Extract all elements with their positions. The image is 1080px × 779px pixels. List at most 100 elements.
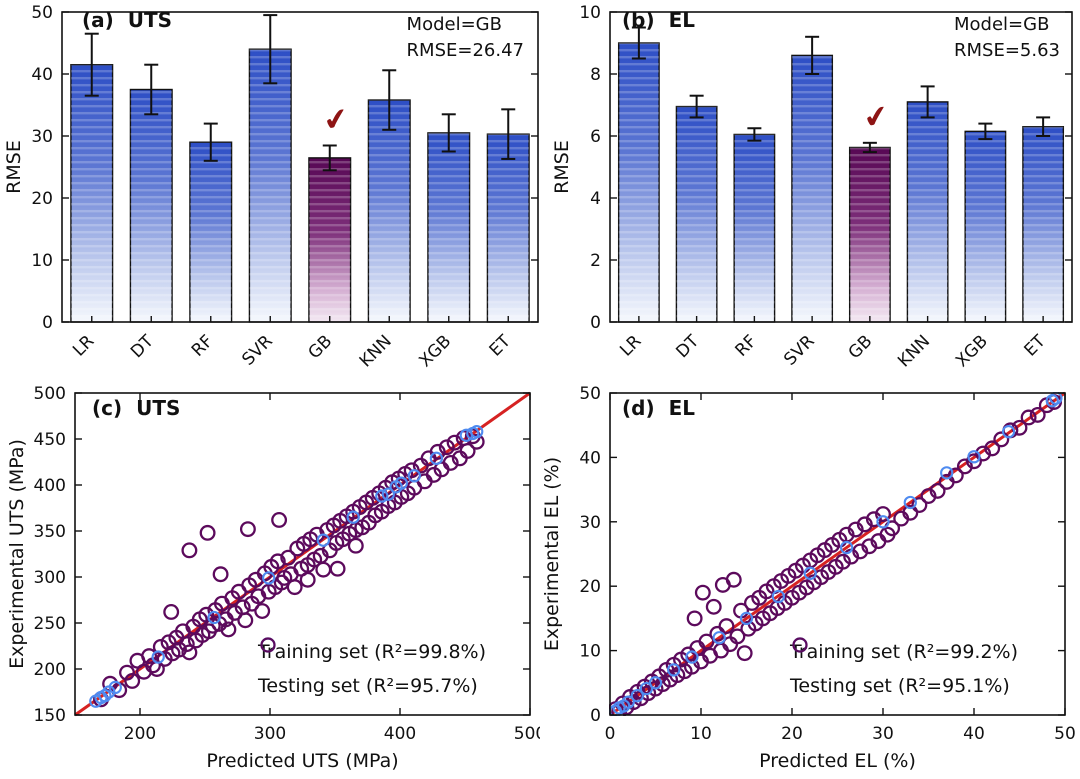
y-tick-label: 20	[31, 189, 53, 209]
scatter-point	[884, 520, 901, 537]
scatter-point	[207, 610, 221, 625]
bar-stripe-overlay	[849, 147, 891, 322]
legend-item-testing: Testing set (R²=95.1%)	[790, 637, 1018, 697]
panel-b-el-rmse-bar-chart: 0 2 4 6 8 10 LR DT RF SVR GB KNN XGB ET RMSE ✔ (b) EL Mo…	[540, 0, 1080, 380]
annotation-rmse-line: RMSE=5.63	[954, 40, 1060, 62]
scatter-point	[299, 571, 316, 588]
scatter-uts-svg: 150 200 250 300 350 400 450 500 200 300 400 500 Pred…	[6, 384, 540, 772]
scatter-point	[254, 603, 271, 619]
bar-stripe-overlay	[618, 43, 660, 322]
x-tick-label: GB	[305, 331, 337, 363]
x-tick-label: DT	[127, 331, 158, 362]
scatter-point	[271, 512, 288, 528]
bar-stripe-overlay	[189, 142, 232, 322]
panel-b-title: (b) EL	[622, 8, 695, 32]
scatter-point	[856, 516, 873, 533]
scatter-point	[920, 488, 937, 504]
scatter-point	[286, 579, 303, 596]
scatter-point	[736, 645, 753, 662]
panel-a-metric-label: UTS	[127, 8, 173, 32]
x-tick-label: 50	[1054, 724, 1076, 744]
y-axis: 0 10 20 30 40 50	[31, 3, 538, 333]
y-tick-label: 250	[34, 614, 66, 634]
scatter-point	[119, 664, 135, 681]
scatter-point	[468, 433, 485, 450]
y-tick-label: 40	[579, 448, 601, 468]
x-tick-label: 0	[605, 724, 616, 744]
scatter-point	[903, 495, 917, 510]
scatter-point	[429, 451, 444, 465]
y-tick-label: 30	[31, 127, 53, 147]
panel-c-title: (c) UTS	[92, 396, 180, 420]
legend-label: Training set (R²=99.2%)	[790, 641, 1019, 663]
scatter-point	[639, 681, 654, 696]
y-tick-label: 0	[590, 706, 601, 726]
scatter-point	[199, 524, 216, 541]
plot-box	[74, 392, 531, 716]
x-tick-label: 10	[690, 724, 712, 744]
bar-stripe-overlay	[249, 49, 292, 322]
y-tick-label: 10	[31, 251, 53, 271]
scatter-point	[852, 543, 869, 560]
x-tick-label: KNN	[356, 331, 396, 371]
panel-d-el-parity-plot: 0 10 20 30 40 50 0 10 20 30 40 50 Predicted EL (%) Ex…	[540, 380, 1080, 779]
scatter-point	[694, 584, 711, 601]
y-tick-label: 20	[579, 577, 601, 597]
scatter-point	[993, 431, 1010, 448]
x-tick-label: LR	[616, 331, 645, 360]
annotation-model-line: Model=GB	[406, 14, 502, 35]
scatter-point	[151, 650, 165, 664]
y-tick-label: 0	[42, 313, 53, 333]
scatter-point	[375, 489, 389, 503]
x-tick-label: LR	[69, 331, 98, 360]
x-tick-label: XGB	[952, 331, 992, 371]
scatter-point	[237, 612, 254, 629]
best-model-check-icon: ✔	[861, 98, 892, 137]
y-tick-label: 400	[34, 476, 66, 496]
x-tick-label: 400	[384, 724, 416, 744]
scatter-el-svg: 0 10 20 30 40 50 0 10 20 30 40 50 Predicted EL (%) Ex…	[541, 384, 1076, 772]
panel-d-title: (d) EL	[622, 396, 695, 420]
bar-stripe-overlay	[130, 89, 173, 322]
best-model-check-icon: ✔	[321, 101, 352, 140]
scatter-point	[685, 650, 699, 664]
x-tick-label: 40	[963, 724, 985, 744]
y-tick-label: 200	[34, 660, 66, 680]
panel-c-metric-label: UTS	[136, 396, 181, 420]
scatter-point	[446, 434, 463, 451]
scatter-point	[212, 566, 229, 583]
y-axis: 150 200 250 300 350 400 450 500	[34, 384, 530, 726]
scatter-point	[835, 553, 851, 570]
x-axis: 0 10 20 30 40 50	[605, 393, 1076, 744]
scatter-point	[771, 589, 785, 604]
x-tick-label: 500	[514, 724, 540, 744]
legend-item-testing: Testing set (R²=95.7%)	[258, 637, 486, 697]
training-points	[89, 424, 484, 708]
scatter-point	[648, 676, 663, 690]
annotation-rmse-line: RMSE=26.47	[406, 40, 524, 62]
y-tick-label: 150	[34, 706, 66, 726]
scatter-point	[239, 521, 256, 538]
y-tick-label: 300	[34, 568, 66, 588]
scatter-point	[181, 644, 198, 661]
scatter-point	[966, 453, 982, 470]
training-points	[609, 392, 1063, 716]
bar-stripe-overlay	[487, 134, 530, 322]
scatter-point	[346, 510, 360, 524]
x-tick-label: ET	[486, 331, 516, 361]
y-axis-label: RMSE	[551, 140, 573, 194]
legend-label: Testing set (R²=95.7%)	[258, 675, 478, 697]
bar-stripe-overlay	[734, 134, 775, 322]
scatter-point	[329, 560, 346, 577]
scatter-point	[975, 445, 992, 462]
x-tick-label: XGB	[415, 331, 455, 371]
scatter-point	[847, 521, 864, 538]
legend-item-training: Training set (R²=99.2%)	[790, 637, 1019, 663]
x-tick-label: SVR	[238, 331, 276, 369]
x-axis: LR DT RF SVR GB KNN XGB ET	[69, 316, 515, 371]
scatter-point	[929, 482, 946, 499]
scatter-point	[315, 561, 332, 578]
y-tick-label: 8	[590, 65, 601, 85]
scatter-point	[729, 628, 746, 645]
y-tick-label: 50	[31, 3, 53, 23]
